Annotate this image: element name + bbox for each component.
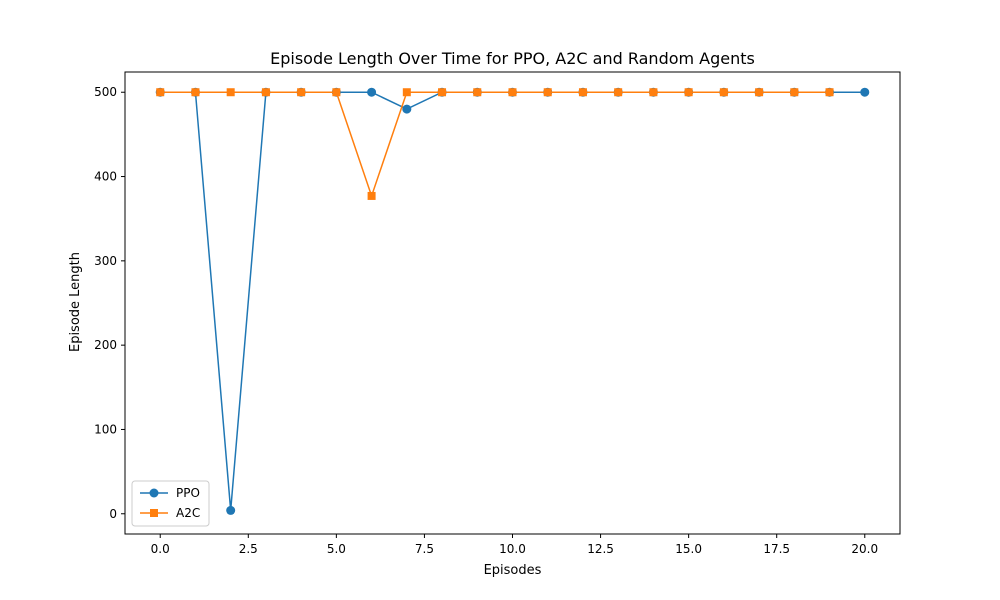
series-layer <box>155 87 870 515</box>
data-point-a2c <box>156 88 165 97</box>
y-tick-label: 500 <box>94 85 117 99</box>
x-axis: 0.0 2.5 5.0 7.5 10.0 12.5 15.0 17.5 20.0 <box>151 534 878 556</box>
data-point-a2c <box>508 88 517 97</box>
data-point-a2c <box>543 88 552 97</box>
y-tick-label: 0 <box>109 507 117 521</box>
y-axis-label: Episode Length <box>68 252 83 352</box>
data-point-a2c <box>226 88 235 97</box>
plot-frame <box>124 71 901 535</box>
data-point-a2c <box>614 88 623 97</box>
legend-label-ppo: PPO <box>176 486 200 500</box>
data-point-a2c <box>438 88 447 97</box>
data-point-a2c <box>367 191 376 200</box>
data-point-ppo <box>367 87 377 97</box>
x-axis-label: Episodes <box>484 563 542 578</box>
data-point-a2c <box>790 88 799 97</box>
data-point-a2c <box>261 88 270 97</box>
data-point-a2c <box>297 88 306 97</box>
y-tick-label: 100 <box>94 422 117 436</box>
data-point-ppo <box>226 505 236 515</box>
x-tick-label: 2.5 <box>239 542 258 556</box>
data-point-a2c <box>825 88 834 97</box>
data-point-a2c <box>649 88 658 97</box>
x-tick-label: 7.5 <box>415 542 434 556</box>
chart-title: Episode Length Over Time for PPO, A2C an… <box>270 49 755 68</box>
x-tick-label: 12.5 <box>587 542 614 556</box>
data-point-ppo <box>402 104 412 114</box>
x-tick-label: 0.0 <box>151 542 170 556</box>
data-point-a2c <box>578 88 587 97</box>
x-tick-label: 15.0 <box>675 542 702 556</box>
legend-label-a2c: A2C <box>176 506 200 520</box>
legend: PPO A2C <box>131 480 210 527</box>
data-point-a2c <box>684 88 693 97</box>
legend-marker-ppo <box>149 488 159 498</box>
data-point-a2c <box>755 88 764 97</box>
y-tick-label: 300 <box>94 254 117 268</box>
data-point-a2c <box>719 88 728 97</box>
data-point-a2c <box>332 88 341 97</box>
y-tick-label: 400 <box>94 170 117 184</box>
data-point-a2c <box>402 88 411 97</box>
y-tick-label: 200 <box>94 338 117 352</box>
x-tick-label: 10.0 <box>499 542 526 556</box>
data-point-ppo <box>860 87 870 97</box>
x-tick-label: 5.0 <box>327 542 346 556</box>
y-axis: 0 100 200 300 400 500 <box>94 85 125 521</box>
x-tick-label: 17.5 <box>763 542 790 556</box>
plot-area <box>124 71 901 535</box>
series-line-a2c <box>160 91 830 199</box>
data-point-a2c <box>191 88 200 97</box>
data-point-a2c <box>473 88 482 97</box>
legend-marker-a2c <box>150 509 158 517</box>
x-tick-label: 20.0 <box>851 542 878 556</box>
series-line-ppo <box>160 91 865 511</box>
